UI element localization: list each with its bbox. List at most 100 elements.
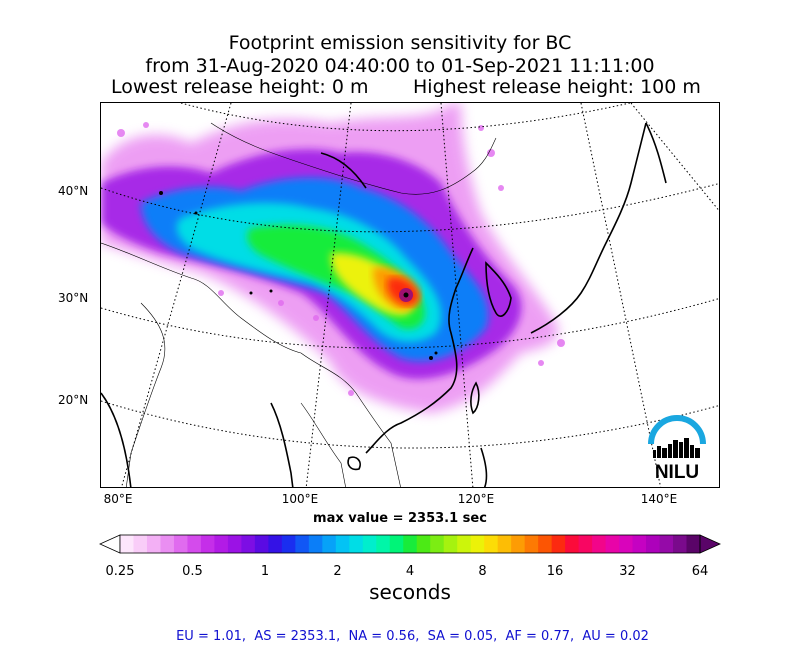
colorbar-segment bbox=[646, 535, 661, 553]
colorbar-segment bbox=[133, 535, 148, 553]
colorbar-segment bbox=[214, 535, 229, 553]
colorbar-segment bbox=[416, 535, 431, 553]
release-site-marker bbox=[403, 292, 409, 298]
coast-korea bbox=[485, 261, 512, 317]
colorbar-segment bbox=[430, 535, 445, 553]
colorbar-tick-label: 8 bbox=[478, 564, 487, 579]
meridian-120e bbox=[440, 103, 474, 487]
colorbar-segment bbox=[484, 535, 499, 553]
colorbar-segment bbox=[146, 535, 161, 553]
colorbar-tick-label: 4 bbox=[405, 564, 415, 579]
colorbar-label: seconds bbox=[369, 580, 451, 604]
parallel-30n bbox=[101, 298, 719, 349]
colorbar-tick-label: 64 bbox=[691, 564, 709, 579]
colorbar-tick-label: 32 bbox=[619, 564, 636, 579]
plot-time-range: from 31-Aug-2020 04:40:00 to 01-Sep-2021… bbox=[145, 55, 655, 77]
border-north bbox=[210, 122, 497, 195]
nilu-logo-text: NILU bbox=[655, 462, 699, 482]
colorbar-tick-label: 0.5 bbox=[182, 564, 203, 579]
coast-japan bbox=[530, 122, 647, 334]
parallel-50n bbox=[180, 103, 632, 132]
colorbar-segment bbox=[200, 535, 215, 553]
colorbar-segment bbox=[659, 535, 674, 553]
coastlines bbox=[101, 122, 667, 487]
colorbar-segment bbox=[578, 535, 593, 553]
plot-title: Footprint emission sensitivity for BC bbox=[228, 32, 572, 54]
footprint-map bbox=[101, 103, 719, 487]
colorbar-segment bbox=[295, 535, 310, 553]
meridian-80e bbox=[121, 103, 232, 487]
coast-sakhalin bbox=[645, 122, 667, 184]
parallel-20n bbox=[101, 400, 719, 449]
colorbar-segment bbox=[524, 535, 539, 553]
colorbar-segment bbox=[241, 535, 256, 553]
colorbar-segment bbox=[632, 535, 647, 553]
coast-lake-baikal bbox=[320, 152, 367, 189]
colorbar-segment bbox=[281, 535, 296, 553]
coast-china bbox=[365, 247, 474, 454]
meridian-140e bbox=[580, 103, 662, 487]
lat-label-40n: 40°N bbox=[58, 184, 89, 198]
border-south bbox=[300, 352, 401, 487]
colorbar-segment bbox=[227, 535, 242, 553]
coast-indochina bbox=[270, 402, 294, 487]
lat-label-20n: 20°N bbox=[58, 393, 89, 407]
lat-label-30n: 30°N bbox=[58, 291, 89, 305]
lon-label-100e: 100°E bbox=[281, 492, 319, 506]
colorbar-min-extension bbox=[99, 534, 121, 554]
colorbar-segment bbox=[389, 535, 404, 553]
colorbar-segment bbox=[551, 535, 566, 553]
colorbar-segment bbox=[673, 535, 688, 553]
nilu-logo: NILU bbox=[648, 415, 706, 482]
region-statistics: EU = 1.01, AS = 2353.1, NA = 0.56, SA = … bbox=[176, 629, 649, 644]
highest-release-height: Highest release height: 100 m bbox=[413, 76, 701, 98]
meridian-100e bbox=[305, 103, 352, 487]
colorbar-segment bbox=[403, 535, 418, 553]
colorbar-tick-label: 0.25 bbox=[105, 564, 135, 579]
colorbar-segment bbox=[120, 535, 134, 553]
colorbar-tick-label: 2 bbox=[333, 564, 342, 579]
colorbar-segment bbox=[686, 535, 701, 553]
lon-label-120e: 120°E bbox=[457, 492, 495, 506]
colorbar-segment bbox=[268, 535, 283, 553]
max-value-label: max value = 2353.1 sec bbox=[313, 511, 487, 526]
colorbar-segment bbox=[308, 535, 323, 553]
colorbar-segment bbox=[187, 535, 202, 553]
lon-label-80e: 80°E bbox=[103, 492, 133, 506]
coast-philippines bbox=[480, 447, 488, 487]
lowest-release-height: Lowest release height: 0 m bbox=[111, 76, 369, 98]
colorbar-tick-label: 1 bbox=[260, 564, 270, 579]
colorbar-max-extension bbox=[699, 534, 721, 554]
colorbar-segment bbox=[443, 535, 458, 553]
colorbar-segment bbox=[565, 535, 580, 553]
coast-taiwan bbox=[470, 381, 480, 415]
colorbar-segment bbox=[322, 535, 337, 553]
colorbar-segment bbox=[470, 535, 485, 553]
colorbar-segment bbox=[160, 535, 175, 553]
colorbar-segment bbox=[335, 535, 350, 553]
colorbar-segment bbox=[173, 535, 188, 553]
colorbar-segment bbox=[619, 535, 634, 553]
colorbar-segment bbox=[254, 535, 269, 553]
colorbar-segment bbox=[376, 535, 391, 553]
graticule bbox=[101, 103, 719, 487]
meridian-150e bbox=[630, 103, 719, 212]
colorbar bbox=[99, 534, 721, 554]
sensitivity-field bbox=[101, 103, 565, 413]
border-west bbox=[101, 242, 302, 354]
coast-india bbox=[101, 392, 132, 487]
colorbar-border bbox=[119, 534, 701, 554]
colorbar-segment bbox=[497, 535, 512, 553]
colorbar-segment bbox=[538, 535, 553, 553]
lon-label-140e: 140°E bbox=[640, 492, 678, 506]
map-panel bbox=[100, 102, 720, 488]
border-sea bbox=[300, 402, 346, 487]
colorbar-segment bbox=[592, 535, 607, 553]
lakes bbox=[159, 191, 438, 360]
country-borders bbox=[101, 122, 497, 487]
colorbar-segment bbox=[605, 535, 620, 553]
colorbar-segment bbox=[362, 535, 377, 553]
coast-hainan bbox=[347, 456, 361, 471]
colorbar-tick-label: 16 bbox=[546, 564, 564, 579]
colorbar-segment bbox=[349, 535, 364, 553]
